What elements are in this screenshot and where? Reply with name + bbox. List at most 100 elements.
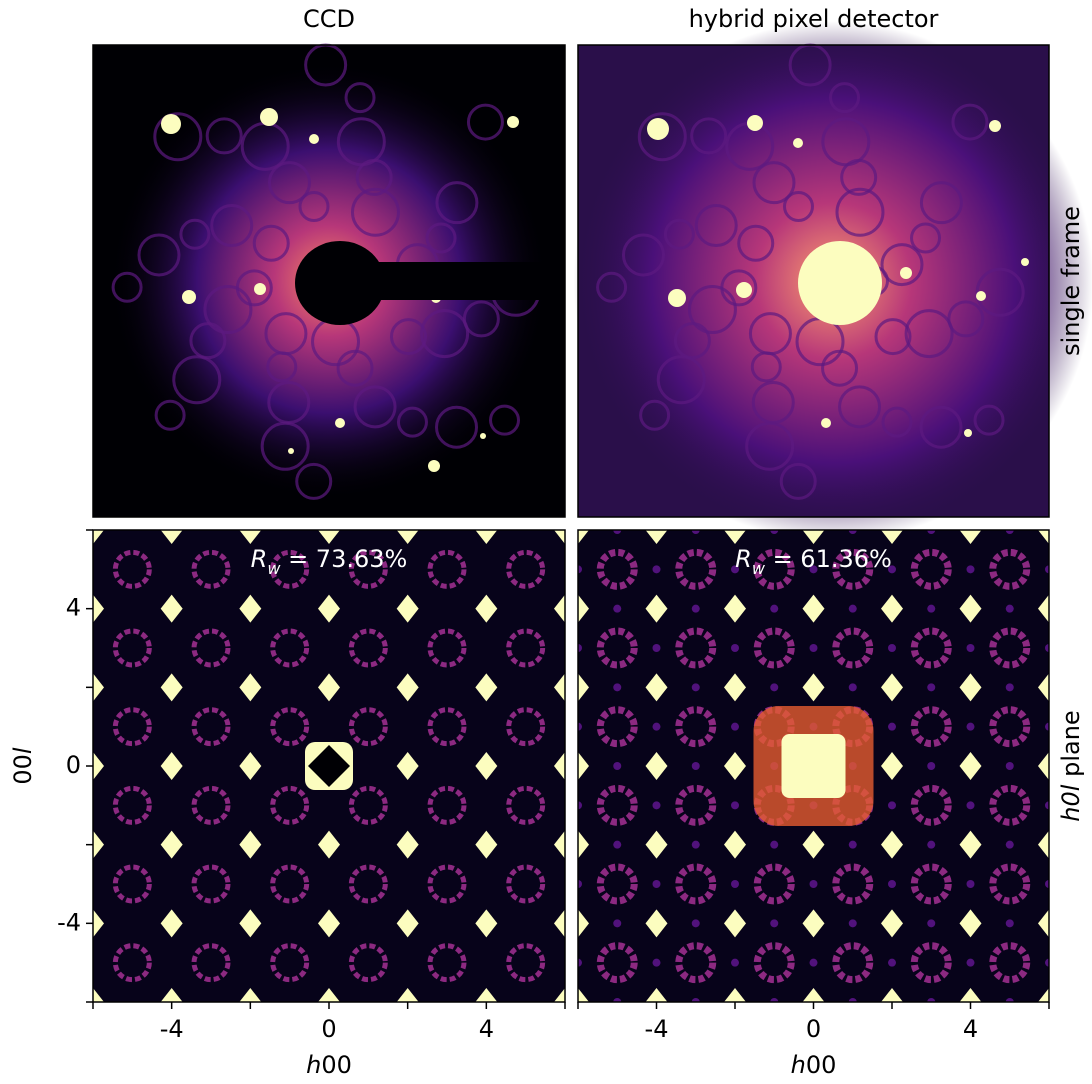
weak-spot bbox=[810, 644, 818, 652]
weak-spot bbox=[731, 723, 739, 731]
weak-spot bbox=[770, 841, 778, 849]
weak-spot bbox=[927, 683, 935, 691]
x-axis-label-part: 00 bbox=[321, 1051, 352, 1079]
weak-spot bbox=[613, 683, 621, 691]
weak-spot bbox=[810, 959, 818, 967]
y-axis-label: 00l bbox=[9, 747, 37, 785]
weak-spot bbox=[653, 565, 661, 573]
weak-spot bbox=[967, 959, 975, 967]
r-factor-annotation-part: = 61.36% bbox=[765, 545, 892, 573]
row-label: single frame bbox=[1057, 206, 1085, 356]
weak-spot bbox=[692, 841, 700, 849]
bragg-spot bbox=[161, 114, 181, 134]
x-tick-label: 4 bbox=[479, 1015, 494, 1043]
weak-spot bbox=[770, 683, 778, 691]
detector-image bbox=[574, 21, 1092, 541]
weak-spot bbox=[927, 605, 935, 613]
bragg-spot bbox=[900, 267, 912, 279]
weak-spot bbox=[692, 762, 700, 770]
weak-spot bbox=[888, 880, 896, 888]
x-tick-label: 0 bbox=[321, 1015, 336, 1043]
weak-spot bbox=[613, 919, 621, 927]
direct-beam bbox=[798, 241, 882, 325]
x-axis-label-part: h bbox=[306, 1051, 321, 1079]
weak-spot bbox=[731, 959, 739, 967]
weak-spot bbox=[653, 723, 661, 731]
bragg-spot bbox=[288, 448, 294, 454]
x-axis-label-part: h bbox=[791, 1051, 806, 1079]
bragg-spot bbox=[309, 134, 319, 144]
weak-spot bbox=[967, 801, 975, 809]
bragg-spot bbox=[260, 108, 278, 126]
bragg-spot bbox=[976, 291, 986, 301]
bragg-spot bbox=[428, 460, 440, 472]
x-tick-label: 0 bbox=[806, 1015, 821, 1043]
weak-spot bbox=[967, 565, 975, 573]
r-factor-annotation-part: = 73.63% bbox=[280, 545, 407, 573]
bragg-spot bbox=[480, 433, 486, 439]
weak-spot bbox=[731, 644, 739, 652]
weak-spot bbox=[849, 605, 857, 613]
weak-spot bbox=[1006, 841, 1014, 849]
weak-spot bbox=[653, 644, 661, 652]
weak-spot bbox=[770, 605, 778, 613]
row-label-part: single frame bbox=[1057, 206, 1085, 356]
weak-spot bbox=[967, 644, 975, 652]
y-tick-label: 0 bbox=[66, 751, 81, 779]
weak-spot bbox=[888, 801, 896, 809]
r-factor-annotation-part: R bbox=[251, 545, 268, 573]
weak-spot bbox=[1006, 762, 1014, 770]
bragg-spot bbox=[989, 120, 1001, 132]
weak-spot bbox=[810, 880, 818, 888]
row-label-part: h0l bbox=[1057, 784, 1085, 821]
weak-spot bbox=[613, 762, 621, 770]
x-tick-label: 4 bbox=[963, 1015, 978, 1043]
bragg-spot bbox=[335, 418, 345, 428]
weak-spot bbox=[927, 762, 935, 770]
figure: CCDhybrid pixel detectorsingle frame-404… bbox=[0, 0, 1092, 1084]
weak-spot bbox=[613, 841, 621, 849]
weak-spot bbox=[967, 723, 975, 731]
column-title: CCD bbox=[303, 5, 355, 33]
x-tick-label: -4 bbox=[160, 1015, 184, 1043]
weak-spot bbox=[613, 605, 621, 613]
x-tick-label: -4 bbox=[645, 1015, 669, 1043]
bragg-spot bbox=[793, 138, 803, 148]
r-factor-annotation-part: w bbox=[267, 559, 281, 578]
bragg-spot bbox=[668, 289, 686, 307]
r-factor-annotation-part: R bbox=[735, 545, 752, 573]
bragg-spot bbox=[182, 290, 196, 304]
weak-spot bbox=[1006, 683, 1014, 691]
weak-spot bbox=[1006, 919, 1014, 927]
bragg-spot bbox=[736, 282, 752, 298]
weak-spot bbox=[1006, 605, 1014, 613]
bragg-spot bbox=[747, 115, 763, 131]
weak-spot bbox=[692, 605, 700, 613]
weak-spot bbox=[888, 959, 896, 967]
y-axis-label-part: l bbox=[9, 747, 37, 754]
x-axis-label: h00 bbox=[306, 1051, 352, 1079]
weak-spot bbox=[653, 880, 661, 888]
weak-spot bbox=[849, 919, 857, 927]
weak-spot bbox=[692, 683, 700, 691]
reconstruction-image bbox=[567, 516, 1060, 1016]
bragg-spot bbox=[964, 429, 972, 437]
weak-spot bbox=[927, 841, 935, 849]
bragg-spot bbox=[647, 118, 669, 140]
r-factor-annotation-part: w bbox=[752, 559, 766, 578]
x-axis-label: h00 bbox=[791, 1051, 837, 1079]
x-axis-label-part: 00 bbox=[806, 1051, 837, 1079]
bragg-spot bbox=[507, 116, 519, 128]
weak-spot bbox=[888, 723, 896, 731]
beam-stop bbox=[295, 241, 385, 325]
weak-spot bbox=[692, 919, 700, 927]
weak-spot bbox=[927, 919, 935, 927]
weak-spot bbox=[967, 880, 975, 888]
weak-spot bbox=[653, 801, 661, 809]
weak-spot bbox=[731, 880, 739, 888]
weak-spot bbox=[653, 959, 661, 967]
y-tick-label: 4 bbox=[66, 594, 81, 622]
row-label-part: plane bbox=[1057, 710, 1085, 784]
reconstruction-image bbox=[82, 516, 576, 1016]
bragg-spot bbox=[1021, 258, 1029, 266]
